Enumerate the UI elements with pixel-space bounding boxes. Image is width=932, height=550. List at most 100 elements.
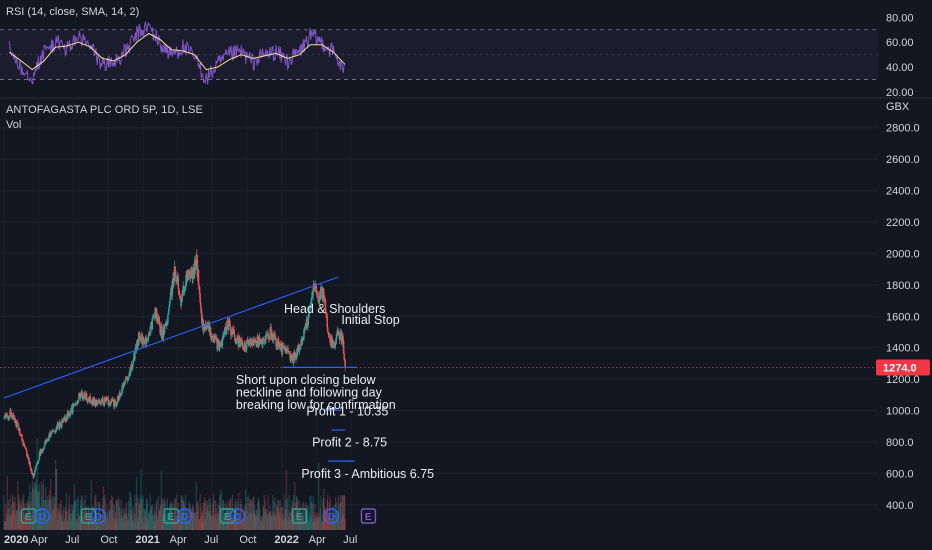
volume-bar	[297, 509, 299, 530]
time-axis-label: 2022	[274, 534, 298, 546]
volume-bar	[79, 516, 82, 530]
candle-body	[293, 359, 295, 364]
volume-bar	[151, 504, 153, 530]
volume-bar	[114, 512, 117, 530]
candle-body	[3, 417, 6, 419]
volume-bar	[269, 515, 272, 530]
volume-bar	[14, 496, 16, 530]
candle-body	[225, 325, 228, 330]
candle-body	[223, 329, 226, 333]
volume-bar	[307, 521, 309, 530]
candle-body	[126, 377, 128, 379]
future-earnings-badge[interactable]	[360, 508, 377, 524]
volume-bar	[271, 514, 273, 530]
earnings-badge[interactable]	[219, 508, 236, 524]
candle-body	[118, 398, 120, 401]
volume-bar	[263, 507, 265, 530]
dividend-badge[interactable]	[90, 508, 107, 524]
volume-bar	[51, 500, 53, 530]
volume-bar	[206, 501, 208, 530]
volume-bar	[140, 468, 142, 530]
dividend-badge[interactable]	[323, 508, 340, 524]
candle-body	[125, 377, 127, 381]
candle-body	[110, 400, 112, 403]
volume-bar	[56, 468, 58, 530]
volume-bar	[300, 506, 302, 530]
trendline[interactable]	[3, 276, 339, 399]
volume-bar	[205, 500, 207, 530]
candle-body	[113, 399, 116, 407]
symbol-title[interactable]: ANTOFAGASTA PLC ORD 5P, 1D, LSE	[6, 104, 203, 116]
volume-bar	[283, 494, 285, 530]
earnings-badge-label: E	[168, 512, 175, 523]
volume-bar	[144, 510, 146, 530]
volume-bar	[20, 518, 23, 530]
volume-bar	[77, 521, 79, 530]
candle-body	[158, 317, 160, 321]
volume-bar	[16, 509, 18, 530]
earnings-badge[interactable]	[80, 508, 97, 524]
volume-bar	[161, 500, 163, 530]
volume-bar	[131, 509, 133, 530]
rsi-indicator-title[interactable]: RSI (14, close, SMA, 14, 2)	[6, 6, 140, 18]
volume-bar	[310, 495, 312, 530]
volume-bar	[312, 503, 314, 530]
volume-bar	[299, 510, 301, 530]
volume-bar	[341, 518, 343, 530]
candle-body	[99, 400, 101, 403]
volume-bar	[10, 518, 12, 530]
volume-bar	[280, 506, 282, 530]
volume-bar	[196, 502, 198, 530]
volume-bar	[179, 509, 181, 530]
volume-bar	[102, 498, 104, 530]
volume-bar	[344, 518, 346, 530]
candle-body	[247, 340, 249, 343]
volume-bar	[264, 499, 266, 530]
volume-bar	[50, 478, 52, 530]
volume-bar	[68, 495, 70, 530]
candle-body	[67, 412, 70, 416]
volume-bar	[157, 496, 160, 530]
candle-body	[16, 422, 18, 427]
candle-body	[141, 333, 143, 344]
candle-body	[236, 338, 238, 340]
volume-bar	[73, 484, 76, 530]
volume-label[interactable]: Vol	[6, 119, 22, 131]
volume-bar	[138, 509, 140, 530]
volume-bar	[247, 495, 249, 530]
candle-body	[85, 393, 88, 401]
candle-body	[128, 373, 130, 379]
dividend-badge-label: D	[181, 512, 188, 523]
candle-body	[216, 346, 219, 350]
volume-bar	[155, 521, 157, 530]
volume-bar	[116, 502, 118, 530]
candle-body	[131, 364, 134, 369]
volume-bar	[165, 512, 167, 530]
earnings-badge[interactable]	[291, 508, 308, 524]
candle-body	[139, 337, 142, 341]
price-axis-tick: 2000.0	[886, 248, 920, 260]
volume-bar	[61, 511, 64, 530]
dividend-badge[interactable]	[229, 508, 246, 524]
volume-bar	[308, 519, 310, 530]
dividend-badge[interactable]	[177, 508, 193, 524]
candle-body	[18, 430, 20, 431]
volume-bar	[238, 492, 240, 530]
rsi-axis-tick: 60.00	[886, 37, 914, 49]
candle-body	[127, 378, 130, 380]
candle-body	[179, 295, 182, 301]
volume-bar	[3, 521, 6, 530]
volume-bar	[207, 504, 209, 530]
volume-bar	[87, 509, 90, 530]
volume-bar	[320, 521, 323, 530]
volume-bar	[142, 495, 144, 530]
candle-body	[156, 310, 158, 322]
volume-bar	[174, 508, 176, 530]
candle-body	[41, 450, 43, 453]
candle-body	[324, 300, 327, 312]
dividend-badge[interactable]	[34, 508, 50, 524]
candle-body	[104, 398, 106, 401]
volume-bar	[35, 479, 37, 530]
candle-body	[334, 342, 336, 348]
